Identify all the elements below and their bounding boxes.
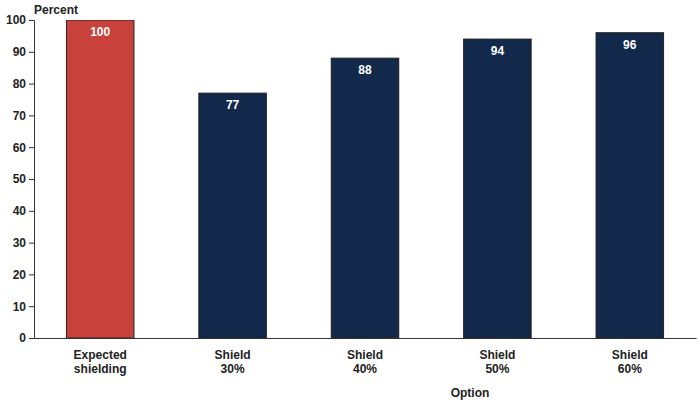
y-tick: 50 <box>13 172 34 186</box>
bar <box>596 33 664 338</box>
bar <box>464 39 532 338</box>
y-tick: 90 <box>13 45 34 59</box>
y-axis-line <box>29 21 35 339</box>
data-label: 100 <box>90 25 110 39</box>
x-tick-label-line: 30% <box>221 362 245 376</box>
x-tick: Shield50% <box>479 338 515 376</box>
x-tick-label-line: 40% <box>353 362 377 376</box>
x-axis-line <box>35 338 697 339</box>
y-tick-mark <box>29 338 34 339</box>
y-tick-label: 30 <box>13 236 27 250</box>
bar <box>66 20 134 338</box>
y-tick-mark <box>29 20 34 21</box>
x-tick-label: Shield50% <box>479 348 515 376</box>
y-tick: 30 <box>13 236 34 250</box>
y-tick: 20 <box>13 268 34 282</box>
y-tick-mark <box>29 211 34 212</box>
x-tick: Shield30% <box>215 338 251 376</box>
y-axis: 0 10 20 30 40 50 60 70 80 90 100 <box>6 13 35 345</box>
y-axis-title: Percent <box>34 3 78 17</box>
y-tick-mark <box>29 179 34 180</box>
chart: 0 10 20 30 40 50 60 70 80 90 100 Expectedshielding S… <box>0 0 700 404</box>
y-tick: 0 <box>19 331 34 345</box>
y-tick-mark <box>29 243 34 244</box>
x-axis-title: Option <box>451 386 490 400</box>
y-tick-label: 100 <box>6 13 26 27</box>
x-tick-label-line: Shield <box>479 348 515 362</box>
y-tick-mark <box>29 147 34 148</box>
bar <box>331 58 399 338</box>
x-tick-label-line: Shield <box>347 348 383 362</box>
y-tick-label: 20 <box>13 268 27 282</box>
y-tick: 10 <box>13 300 34 314</box>
x-tick-label-line: Shield <box>215 348 251 362</box>
y-tick-label: 50 <box>13 172 27 186</box>
y-tick-label: 90 <box>13 45 27 59</box>
y-tick-label: 70 <box>13 109 27 123</box>
y-tick-label: 60 <box>13 141 27 155</box>
y-tick-mark <box>29 306 34 307</box>
y-tick-label: 10 <box>13 300 27 314</box>
x-tick: Shield40% <box>347 338 383 376</box>
y-tick: 80 <box>13 77 34 91</box>
x-tick: Expectedshielding <box>74 338 127 376</box>
y-tick: 40 <box>13 204 34 218</box>
x-tick-label: Expectedshielding <box>74 348 127 376</box>
y-tick-label: 0 <box>19 331 26 345</box>
x-tick: Shield60% <box>612 338 648 376</box>
x-tick-label-line: Expected <box>74 348 127 362</box>
data-label: 96 <box>623 38 637 52</box>
bars <box>66 20 663 338</box>
x-tick-label-line: Shield <box>612 348 648 362</box>
y-tick-mark <box>29 84 34 85</box>
data-labels: 100 77 88 94 96 <box>90 25 637 112</box>
x-tick-label: Shield30% <box>215 348 251 376</box>
x-tick-label: Shield40% <box>347 348 383 376</box>
y-tick-label: 80 <box>13 77 27 91</box>
y-tick-label: 40 <box>13 204 27 218</box>
x-tick-label-line: shielding <box>74 362 127 376</box>
x-tick-label-line: 50% <box>485 362 509 376</box>
y-tick: 60 <box>13 141 34 155</box>
y-tick: 70 <box>13 109 34 123</box>
y-tick-mark <box>29 115 34 116</box>
y-tick-mark <box>29 274 34 275</box>
x-tick-label-line: 60% <box>618 362 642 376</box>
x-axis: ExpectedshieldingShield30%Shield40%Shiel… <box>35 338 697 376</box>
bar <box>199 93 267 338</box>
y-tick: 100 <box>6 13 34 27</box>
data-label: 88 <box>358 63 372 77</box>
x-tick-label: Shield60% <box>612 348 648 376</box>
data-label: 77 <box>226 98 240 112</box>
data-label: 94 <box>491 44 505 58</box>
plot: 0 10 20 30 40 50 60 70 80 90 100 Expectedshielding S… <box>6 13 697 376</box>
y-tick-mark <box>29 52 34 53</box>
